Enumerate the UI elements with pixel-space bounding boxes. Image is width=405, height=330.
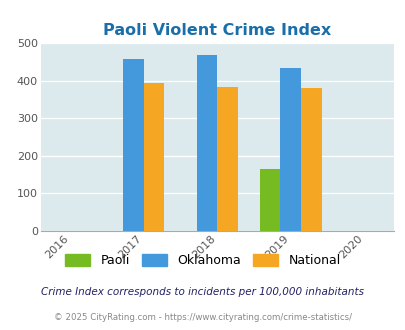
Bar bbox=[217, 87, 237, 231]
Bar bbox=[143, 83, 164, 231]
Bar bbox=[196, 55, 217, 231]
Legend: Paoli, Oklahoma, National: Paoli, Oklahoma, National bbox=[60, 249, 345, 272]
Bar bbox=[301, 88, 321, 231]
Bar bbox=[123, 59, 143, 231]
Title: Paoli Violent Crime Index: Paoli Violent Crime Index bbox=[103, 22, 330, 38]
Text: © 2025 CityRating.com - https://www.cityrating.com/crime-statistics/: © 2025 CityRating.com - https://www.city… bbox=[54, 313, 351, 322]
Text: Crime Index corresponds to incidents per 100,000 inhabitants: Crime Index corresponds to incidents per… bbox=[41, 287, 364, 297]
Bar bbox=[280, 69, 301, 231]
Bar bbox=[259, 169, 280, 231]
